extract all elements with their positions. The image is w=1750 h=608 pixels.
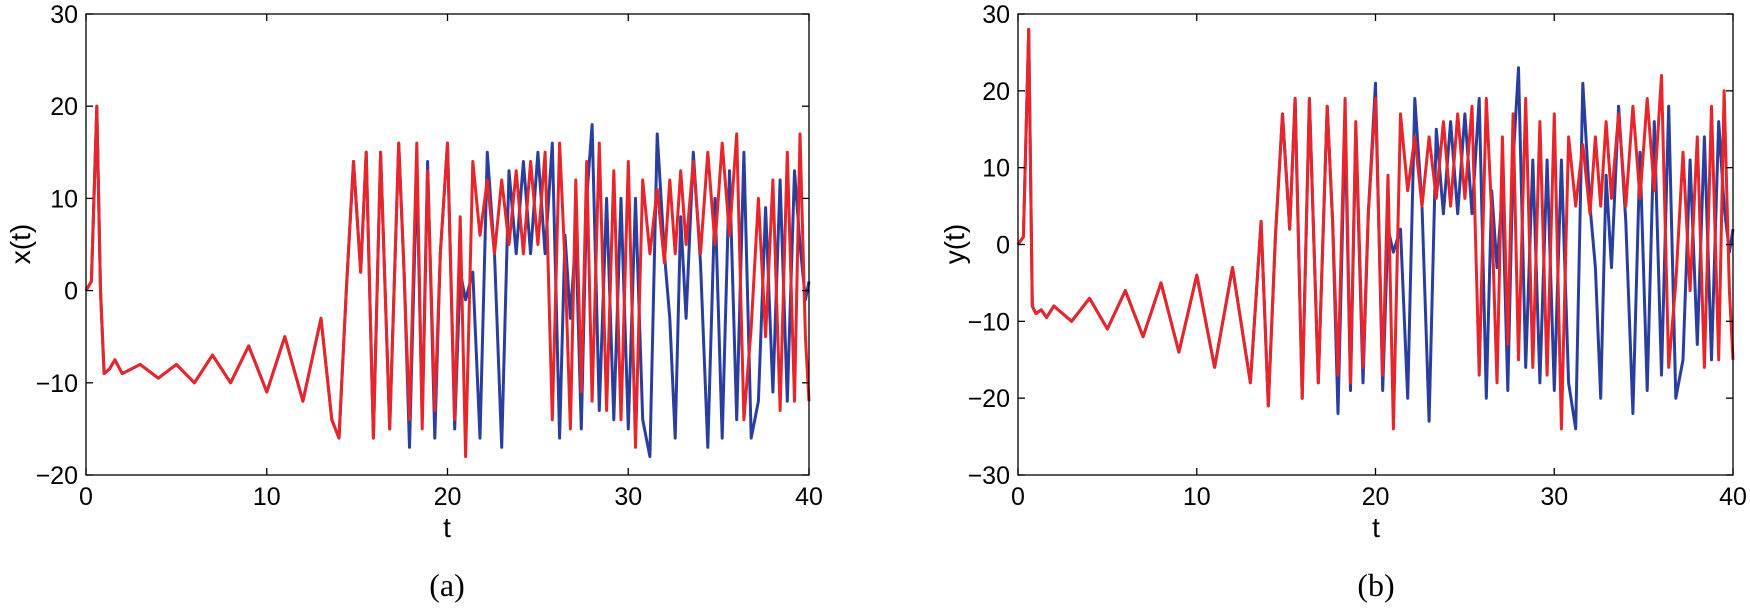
panel-b-series-red-line [1016, 27, 1735, 431]
panel-b-xtick-label: 10 [1183, 483, 1211, 511]
panel-a-xlabel: t [443, 512, 451, 543]
panel-b: 0 10 20 30 40 −30 −20 −10 0 10 20 30 t y(t) (b) [939, 1, 1747, 603]
panel-b-ytick-label: −30 [968, 462, 1010, 490]
panel-a-xtick-label: 0 [79, 483, 93, 511]
panel-b-ytick-label: −20 [968, 385, 1010, 413]
panel-a-ytick-label: 30 [50, 1, 78, 29]
panel-a-caption: (a) [429, 567, 465, 603]
panel-a-ytick-label: 10 [50, 185, 78, 213]
panel-a-ytick-label: 20 [50, 93, 78, 121]
panel-b-ticks: 0 10 20 30 40 −30 −20 −10 0 10 20 30 [968, 1, 1747, 511]
panel-b-ylabel: y(t) [939, 224, 970, 264]
panel-a-xtick-label: 10 [253, 483, 281, 511]
panel-b-xtick-label: 30 [1540, 483, 1568, 511]
panel-a-ytick-label: −10 [36, 370, 78, 398]
panel-a-ticks: 0 10 20 30 40 −20 −10 0 10 20 30 [36, 1, 823, 511]
panel-b-ytick-label: 0 [996, 232, 1010, 260]
panel-b-series-blue-line [1016, 27, 1735, 431]
panel-b-xtick-label: 0 [1011, 483, 1025, 511]
panel-b-caption: (b) [1357, 567, 1394, 603]
panel-b-ytick-label: −10 [968, 308, 1010, 336]
panel-b-xlabel: t [1372, 512, 1380, 543]
panel-a-ylabel: x(t) [5, 224, 36, 264]
panel-a-ytick-label: −20 [36, 462, 78, 490]
panel-a-series [84, 104, 811, 459]
panel-b-ytick-label: 20 [982, 78, 1010, 106]
panel-b-xtick-label: 20 [1362, 483, 1390, 511]
panel-a-series-red-line [84, 104, 811, 459]
panel-b-ytick-label: 30 [982, 1, 1010, 29]
panel-b-series [1016, 27, 1735, 431]
panel-b-ytick-label: 10 [982, 155, 1010, 183]
panel-a-xtick-label: 20 [434, 483, 462, 511]
panel-a: 0 10 20 30 40 −20 −10 0 10 20 30 t x(t) (a) [5, 1, 823, 603]
panel-a-xtick-label: 30 [614, 483, 642, 511]
panel-a-ytick-label: 0 [64, 278, 78, 306]
panel-a-xtick-label: 40 [795, 483, 823, 511]
panel-b-xtick-label: 40 [1719, 483, 1747, 511]
